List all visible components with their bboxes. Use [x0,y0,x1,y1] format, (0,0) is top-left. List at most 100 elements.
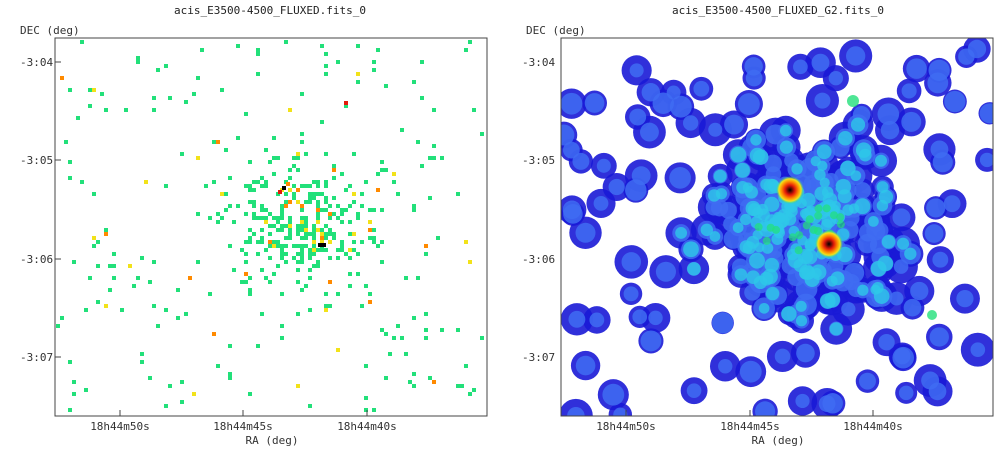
image-pixel [92,236,96,240]
image-pixel [316,208,320,212]
image-blob [847,95,859,107]
image-pixel [352,200,356,204]
image-pixel [104,304,108,308]
image-pixel [196,156,200,160]
image-blob [744,57,763,76]
image-pixel [348,272,352,276]
image-blob [621,252,642,272]
image-pixel [416,140,420,144]
image-blob [932,251,949,268]
image-pixel [432,144,436,148]
image-pixel [420,60,424,64]
image-pixel [308,192,312,196]
image-blob [640,122,659,142]
left-panel: acis_E3500-4500_FLUXED.fits_0 DEC (deg) … [20,4,488,447]
image-pixel [260,236,264,240]
image-pixel [252,212,256,216]
image-pixel [440,156,444,160]
image-pixel [220,88,224,92]
image-blob [901,111,922,132]
image-pixel [400,128,404,132]
image-pixel [340,212,344,216]
right-ytick-label: -3:07 [522,351,555,364]
image-blob [709,231,721,242]
image-pixel [328,204,332,208]
image-blob [750,134,762,146]
image-pixel [464,48,468,52]
image-pixel [176,288,180,292]
image-blob [893,259,909,274]
image-blob [814,169,826,181]
image-pixel [404,276,408,280]
image-pixel [296,228,300,232]
image-pixel [300,220,304,224]
image-pixel [280,244,284,248]
right-hotspot [776,176,804,204]
image-pixel [304,220,308,224]
image-pixel [372,236,376,240]
image-blob [779,140,794,154]
image-blob [858,148,872,162]
image-pixel [356,212,360,216]
image-pixel [318,243,322,247]
image-pixel [300,216,304,220]
image-pixel [320,236,324,240]
image-pixel [480,132,484,136]
image-pixel [372,240,376,244]
image-pixel [380,168,384,172]
image-blob [802,221,811,230]
image-pixel [348,204,352,208]
image-pixel [376,188,380,192]
image-pixel [108,264,112,268]
right-ytick-label: -3:06 [522,253,555,266]
image-pixel [276,228,280,232]
image-blob [794,246,803,255]
image-pixel [372,408,376,412]
image-blob [876,199,889,212]
image-pixel [240,280,244,284]
image-pixel [104,108,108,112]
image-pixel [408,380,412,384]
image-blob [707,189,721,202]
image-blob [805,215,814,224]
image-pixel [344,208,348,212]
right-xtick-label: 18h44m50s [596,420,656,433]
image-pixel [316,192,320,196]
image-pixel [264,248,268,252]
image-blob [687,262,701,276]
image-pixel [228,344,232,348]
image-pixel [288,200,292,204]
image-blob [640,330,662,352]
image-pixel [316,260,320,264]
image-pixel [328,256,332,260]
image-pixel [252,180,256,184]
image-pixel [316,216,320,220]
image-blob [632,309,648,325]
image-pixel [392,180,396,184]
image-pixel [332,232,336,236]
image-pixel [284,200,288,204]
image-blob [817,160,828,172]
right-ylabel: DEC (deg) [526,24,586,37]
image-pixel [260,208,264,212]
image-blob [850,117,866,132]
image-pixel [344,104,348,108]
image-blob [903,298,922,317]
image-pixel [260,216,264,220]
image-pixel [320,208,324,212]
image-pixel [344,101,348,105]
right-xtick-label: 18h44m45s [720,420,780,433]
image-pixel [352,192,356,196]
image-pixel [88,104,92,108]
image-pixel [292,196,296,200]
image-blob [859,372,876,390]
image-blob [746,270,761,285]
left-xtick-label: 18h44m40s [337,420,397,433]
image-pixel [272,216,276,220]
image-pixel [296,156,300,160]
image-pixel [220,216,224,220]
image-pixel [278,190,282,194]
image-pixel [412,204,416,208]
image-pixel [244,280,248,284]
